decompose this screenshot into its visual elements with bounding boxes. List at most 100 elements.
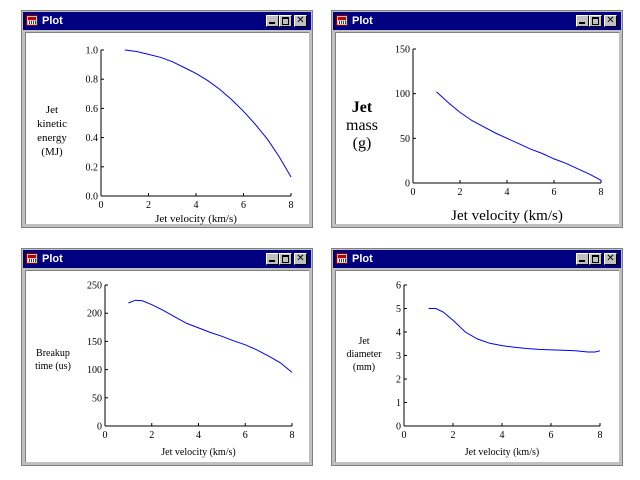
breakup-time-chart: 0 2 4 6 8 0 50 100 150 200 250 Jet velocity (km/s) (87, 281, 295, 459)
y-axis-label-line: mass (346, 117, 378, 134)
window-title: Plot (42, 15, 63, 27)
x-tick-label: 2 (146, 200, 151, 211)
minimize-icon[interactable] (576, 253, 589, 265)
title-bar[interactable]: Plot ✕ (23, 250, 311, 268)
y-tick-label: 0.0 (86, 192, 99, 203)
y-tick-label: 1 (396, 398, 401, 409)
y-axis-label-line: energy (37, 132, 67, 144)
plot-area: Breakup time (us) 0 2 4 6 8 0 50 100 150 200 250 Je… (25, 270, 309, 462)
x-axis-label: Jet velocity (km/s) (155, 213, 237, 225)
x-tick-label: 4 (196, 430, 201, 441)
close-icon[interactable]: ✕ (294, 15, 307, 27)
close-icon[interactable]: ✕ (294, 253, 307, 265)
y-tick-label: 150 (87, 337, 102, 348)
x-tick-label: 2 (451, 430, 456, 441)
y-tick-label: 50 (400, 134, 410, 145)
y-tick-label: 150 (395, 45, 410, 56)
plot-area: Jet kinetic energy (MJ) 0 2 4 6 8 0.0 0.2 0.4 0.… (25, 32, 309, 226)
x-tick-label: 6 (243, 430, 248, 441)
plot-area: Jet diameter (mm) 0 2 4 6 8 0 1 2 3 4 5 6 Jet veloci… (335, 270, 619, 462)
y-tick-label: 2 (396, 375, 401, 386)
plot-window-jet-diameter[interactable]: Plot ✕ Jet diameter (mm) 0 2 4 6 8 0 1 2 3 4 5 6 Jet… (331, 248, 623, 466)
window-title: Plot (352, 15, 373, 27)
close-icon[interactable]: ✕ (604, 253, 617, 265)
plot-app-icon[interactable] (336, 253, 348, 264)
x-tick-label: 4 (500, 430, 505, 441)
jet-mass-chart: 0 2 4 6 8 0 50 100 150 Jet velocity (km/s) (395, 45, 604, 225)
close-icon[interactable]: ✕ (604, 15, 617, 27)
title-bar[interactable]: Plot ✕ (333, 250, 621, 268)
x-tick-label: 0 (402, 430, 407, 441)
y-axis-label-line: Jet (358, 336, 370, 347)
x-tick-label: 6 (552, 187, 557, 198)
y-axis-label-line: (MJ) (41, 146, 63, 158)
y-tick-label: 6 (396, 281, 401, 292)
y-axis-label: Jet kinetic energy (MJ) (30, 103, 74, 159)
y-tick-label: 1.0 (86, 46, 99, 57)
y-tick-label: 0.8 (86, 75, 99, 86)
maximize-icon[interactable] (279, 15, 292, 27)
y-axis-label: Jet diameter (mm) (342, 335, 386, 374)
y-tick-label: 0.4 (86, 133, 99, 144)
plot-app-icon[interactable] (26, 15, 38, 26)
x-tick-label: 0 (103, 430, 108, 441)
y-axis-label-line: Jet (45, 104, 59, 116)
x-tick-label: 0 (411, 187, 416, 198)
x-tick-label: 6 (241, 200, 246, 211)
y-tick-label: 200 (87, 309, 102, 320)
x-tick-label: 8 (289, 200, 294, 211)
y-tick-label: 100 (395, 89, 410, 100)
maximize-icon[interactable] (589, 15, 602, 27)
x-tick-label: 8 (290, 430, 295, 441)
title-bar[interactable]: Plot ✕ (333, 12, 621, 30)
x-tick-label: 0 (99, 200, 104, 211)
y-axis-label-line: (mm) (352, 362, 376, 373)
plot-app-icon[interactable] (26, 253, 38, 264)
x-axis-label: Jet velocity (km/s) (465, 447, 539, 458)
x-tick-label: 6 (549, 430, 554, 441)
y-tick-label: 4 (396, 328, 401, 339)
kinetic-energy-chart: 0 2 4 6 8 0.0 0.2 0.4 0.6 0.8 1.0 Jet velocity (km/… (86, 46, 294, 226)
series-line (124, 49, 292, 178)
minimize-icon[interactable] (576, 15, 589, 27)
minimize-icon[interactable] (266, 15, 279, 27)
maximize-icon[interactable] (589, 253, 602, 265)
x-axis-label: Jet velocity (km/s) (161, 447, 235, 458)
y-axis-label-line: time (us) (35, 361, 71, 372)
y-axis-label-line: (g) (352, 135, 372, 152)
series-line (428, 308, 601, 353)
y-tick-label: 50 (92, 393, 102, 404)
plot-window-breakup-time[interactable]: Plot ✕ Breakup time (us) 0 2 4 6 8 0 50 100 150 2… (21, 248, 313, 466)
maximize-icon[interactable] (279, 253, 292, 265)
x-tick-label: 8 (598, 430, 603, 441)
y-axis-label-line: Jet (351, 99, 373, 116)
y-tick-label: 5 (396, 304, 401, 315)
plot-window-kinetic-energy[interactable]: Plot ✕ Jet kinetic energy (MJ) 0 2 4 6 8 0.0 0… (21, 10, 313, 228)
y-tick-label: 0 (405, 179, 410, 190)
x-tick-label: 8 (599, 187, 604, 198)
y-axis-label: Jet mass (g) (342, 99, 382, 153)
y-tick-label: 100 (87, 365, 102, 376)
y-tick-label: 0.6 (86, 104, 99, 115)
plot-area: Jet mass (g) 0 2 4 6 8 0 50 100 150 Jet velocity … (335, 32, 619, 224)
window-title: Plot (352, 253, 373, 265)
x-tick-label: 4 (505, 187, 510, 198)
y-tick-label: 0 (97, 422, 102, 433)
series-line (128, 299, 293, 373)
x-axis-label: Jet velocity (km/s) (451, 208, 563, 224)
plot-app-icon[interactable] (336, 15, 348, 26)
x-tick-label: 2 (149, 430, 154, 441)
x-tick-label: 2 (458, 187, 463, 198)
minimize-icon[interactable] (266, 253, 279, 265)
window-title: Plot (42, 253, 63, 265)
y-axis-label-line: kinetic (37, 118, 67, 130)
y-axis-label-line: diameter (346, 349, 382, 360)
plot-window-jet-mass[interactable]: Plot ✕ Jet mass (g) 0 2 4 6 8 0 50 100 150 Jet ve… (331, 10, 623, 228)
y-tick-label: 3 (396, 351, 401, 362)
y-tick-label: 250 (87, 281, 102, 292)
y-axis-label: Breakup time (us) (28, 347, 78, 373)
y-tick-label: 0 (396, 422, 401, 433)
jet-diameter-chart: 0 2 4 6 8 0 1 2 3 4 5 6 Jet velocity (km/s) (396, 281, 603, 459)
title-bar[interactable]: Plot ✕ (23, 12, 311, 30)
x-tick-label: 4 (194, 200, 199, 211)
